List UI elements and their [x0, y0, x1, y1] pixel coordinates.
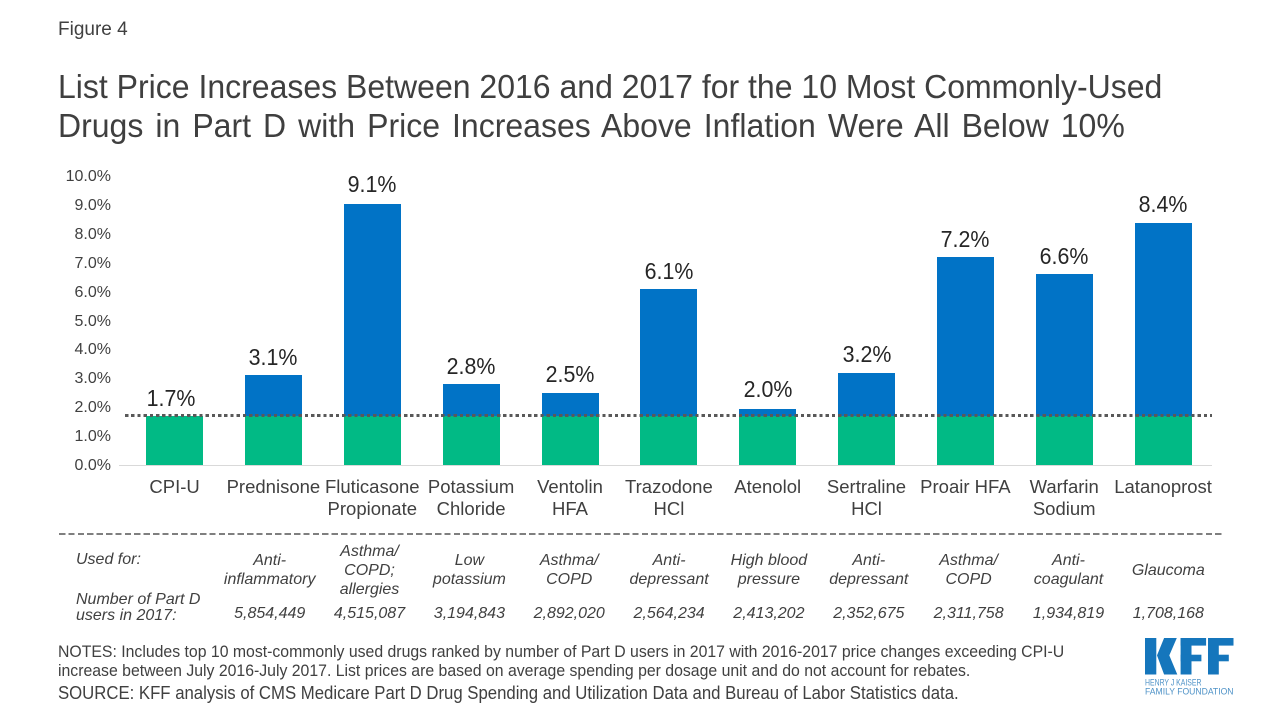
svg-text:FAMILY FOUNDATION: FAMILY FOUNDATION	[1145, 687, 1234, 697]
svg-text:HENRY J KAISER: HENRY J KAISER	[1145, 677, 1202, 687]
